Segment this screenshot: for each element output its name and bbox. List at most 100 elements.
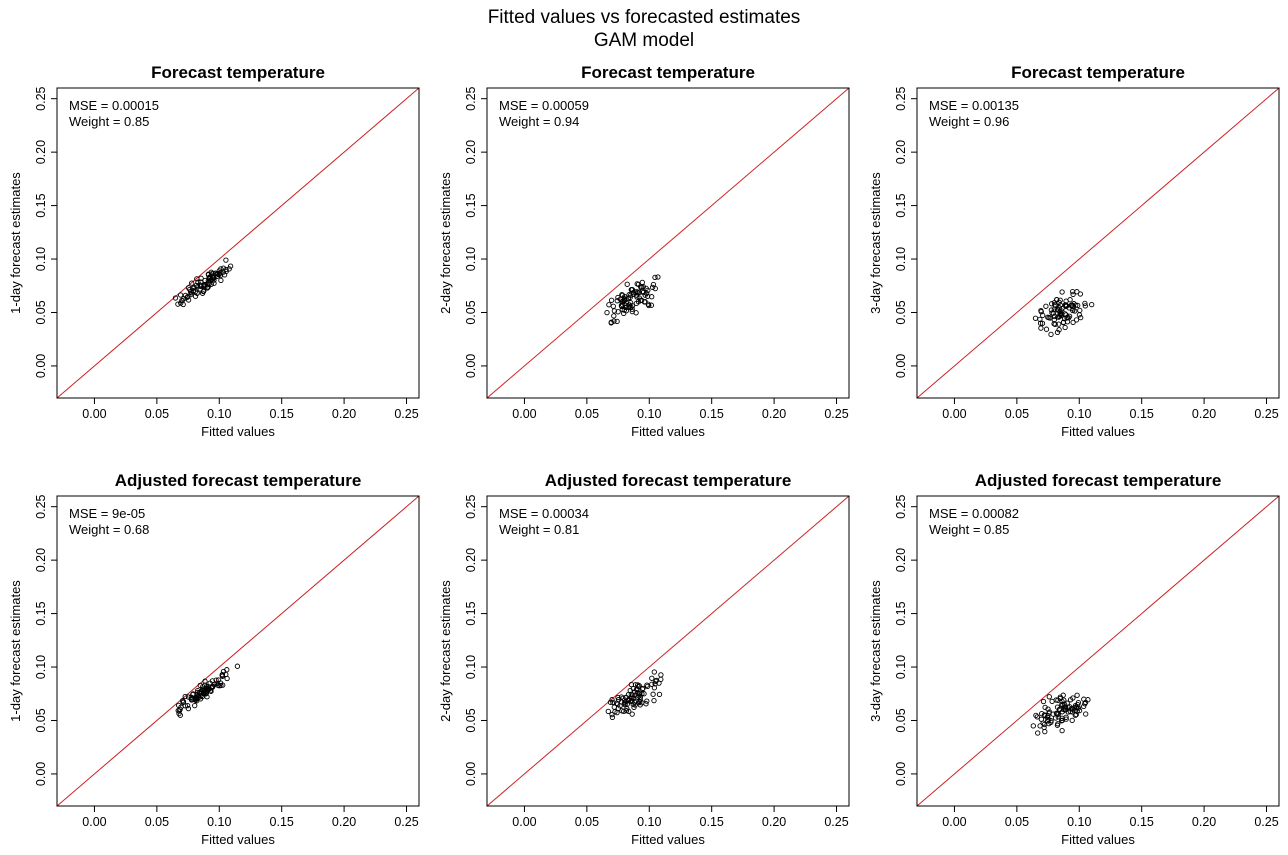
data-point bbox=[205, 284, 211, 290]
data-point bbox=[636, 295, 642, 301]
data-point bbox=[607, 699, 614, 705]
data-point bbox=[643, 701, 649, 707]
data-point bbox=[1039, 320, 1046, 327]
x-tick-label: 0.25 bbox=[394, 407, 418, 421]
data-point bbox=[197, 696, 204, 702]
plot-frame bbox=[916, 495, 1280, 807]
data-point bbox=[609, 714, 616, 721]
data-point bbox=[200, 288, 207, 295]
x-tick-label: 0.00 bbox=[942, 407, 966, 421]
y-tick-label: 0.25 bbox=[34, 86, 48, 110]
weight-annotation: Weight = 0.85 bbox=[69, 114, 149, 129]
panel-title: Forecast temperature bbox=[581, 63, 755, 82]
data-point bbox=[1069, 717, 1075, 724]
x-axis-label: Fitted values bbox=[201, 424, 275, 439]
y-tick-label: 0.05 bbox=[464, 300, 478, 324]
data-point bbox=[614, 298, 620, 304]
x-tick-label: 0.00 bbox=[82, 815, 106, 829]
y-tick-label: 0.20 bbox=[894, 548, 908, 572]
data-point bbox=[1082, 701, 1088, 707]
data-point bbox=[1082, 300, 1088, 307]
data-point bbox=[1052, 321, 1058, 328]
data-point bbox=[1049, 310, 1055, 316]
x-tick-label: 0.25 bbox=[824, 407, 848, 421]
data-point bbox=[1057, 302, 1064, 308]
data-point bbox=[1043, 326, 1050, 332]
x-tick-label: 0.20 bbox=[332, 815, 356, 829]
data-point bbox=[1056, 327, 1062, 333]
data-point bbox=[1054, 297, 1060, 303]
data-point bbox=[175, 301, 181, 307]
data-point bbox=[622, 702, 628, 708]
data-point bbox=[606, 302, 612, 308]
data-point bbox=[643, 285, 649, 292]
data-point bbox=[608, 319, 614, 325]
y-tick-label: 0.25 bbox=[464, 86, 478, 110]
data-point bbox=[626, 708, 632, 714]
data-point bbox=[621, 307, 627, 313]
data-point bbox=[185, 297, 192, 303]
data-point bbox=[182, 693, 188, 700]
data-point bbox=[1083, 711, 1089, 717]
y-tick-label: 0.05 bbox=[34, 708, 48, 732]
reference-line bbox=[917, 496, 1279, 806]
x-tick-label: 0.20 bbox=[1192, 815, 1216, 829]
data-point bbox=[629, 308, 635, 315]
data-point bbox=[207, 277, 213, 284]
plot-frame bbox=[486, 87, 850, 399]
data-point bbox=[1062, 302, 1069, 308]
y-tick-label: 0.25 bbox=[894, 494, 908, 518]
panel-title: Adjusted forecast temperature bbox=[975, 471, 1222, 490]
data-point bbox=[618, 302, 625, 309]
x-tick-label: 0.05 bbox=[145, 815, 169, 829]
data-point bbox=[184, 702, 191, 709]
data-point bbox=[1037, 723, 1043, 729]
data-point bbox=[217, 680, 224, 686]
panel-1: Forecast temperature 0.00 0.05 0.10 0.15 0.20… bbox=[8, 63, 420, 439]
data-point bbox=[1052, 313, 1058, 320]
data-point bbox=[1037, 320, 1044, 326]
x-tick-label: 0.20 bbox=[332, 407, 356, 421]
data-point bbox=[1055, 314, 1061, 320]
y-axis-label: 1-day forecast estimates bbox=[8, 172, 23, 314]
data-point bbox=[637, 697, 643, 703]
x-tick-label: 0.05 bbox=[1005, 815, 1029, 829]
y-tick-label: 0.05 bbox=[894, 300, 908, 324]
data-point bbox=[1074, 692, 1080, 698]
data-point bbox=[615, 705, 622, 712]
data-point bbox=[613, 700, 620, 706]
data-point bbox=[652, 285, 658, 292]
data-point bbox=[610, 699, 616, 706]
data-point bbox=[192, 293, 199, 299]
data-point bbox=[1055, 697, 1061, 703]
data-point bbox=[649, 681, 655, 687]
data-point bbox=[194, 276, 200, 282]
data-point bbox=[629, 695, 635, 702]
data-point bbox=[1052, 715, 1059, 721]
data-point bbox=[1047, 315, 1053, 321]
data-point bbox=[629, 711, 635, 717]
data-point bbox=[1048, 331, 1054, 338]
x-tick-label: 0.05 bbox=[575, 815, 599, 829]
y-tick-label: 0.15 bbox=[34, 193, 48, 217]
mse-annotation: MSE = 9e-05 bbox=[69, 506, 145, 521]
data-point bbox=[656, 691, 663, 698]
data-point bbox=[626, 292, 632, 298]
data-point bbox=[648, 302, 655, 308]
data-point bbox=[211, 280, 217, 286]
data-point bbox=[642, 292, 648, 298]
y-tick-label: 0.00 bbox=[464, 762, 478, 786]
data-point bbox=[1063, 312, 1069, 318]
panel-title: Adjusted forecast temperature bbox=[545, 471, 792, 490]
reference-line bbox=[487, 496, 849, 806]
y-tick-label: 0.15 bbox=[464, 193, 478, 217]
data-point bbox=[176, 710, 182, 717]
panel-title: Forecast temperature bbox=[151, 63, 325, 82]
data-point bbox=[651, 697, 657, 704]
panel-2: Forecast temperature 0.00 0.05 0.10 0.15 0.20… bbox=[438, 63, 850, 439]
x-tick-label: 0.15 bbox=[270, 815, 294, 829]
data-point bbox=[1056, 321, 1062, 327]
data-point bbox=[179, 297, 185, 304]
data-point bbox=[646, 302, 652, 309]
